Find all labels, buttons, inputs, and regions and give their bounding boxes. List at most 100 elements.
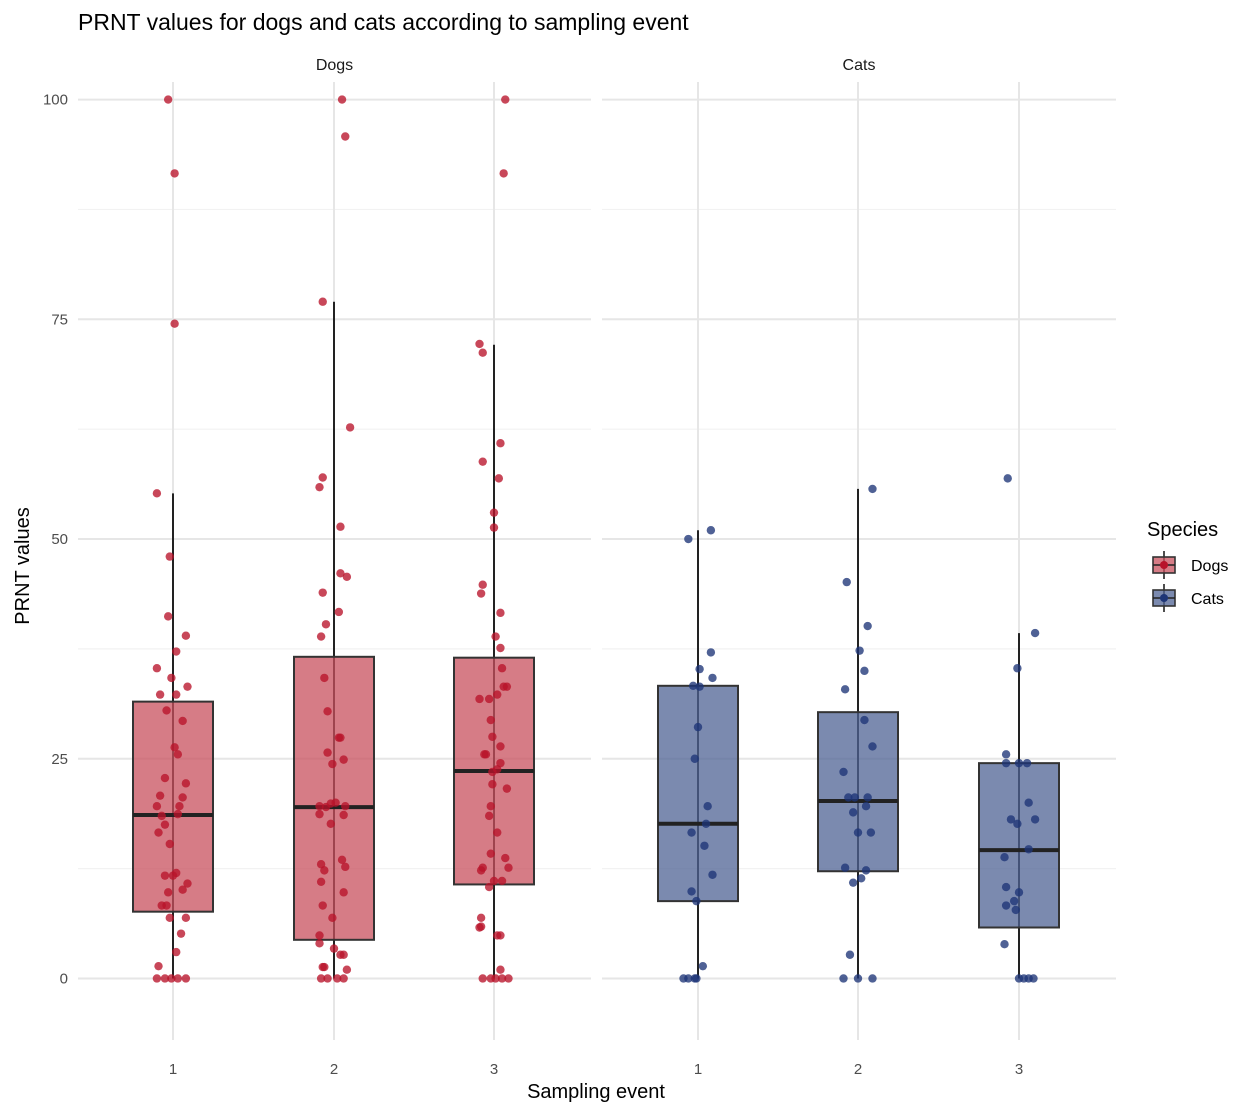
y-tick-label: 100 — [43, 92, 68, 109]
point-dogs-3 — [493, 828, 502, 837]
point-cats-1 — [695, 682, 704, 691]
legend-label-dogs: Dogs — [1191, 558, 1228, 575]
point-dogs-1 — [167, 673, 176, 683]
point-dogs-2 — [318, 588, 327, 597]
point-cats-2 — [863, 621, 872, 631]
point-dogs-1 — [165, 913, 174, 923]
point-cats-1 — [708, 673, 717, 683]
point-cats-3 — [1022, 758, 1032, 768]
point-dogs-2 — [339, 950, 348, 959]
point-dogs-1 — [160, 773, 170, 783]
point-cats-2 — [840, 685, 850, 694]
point-cats-1 — [692, 974, 701, 983]
point-dogs-2 — [337, 95, 347, 104]
point-cats-1 — [692, 896, 701, 906]
x-tick-label: 2 — [854, 1061, 862, 1078]
point-dogs-2 — [321, 620, 331, 629]
point-dogs-3 — [496, 742, 505, 751]
point-dogs-3 — [489, 523, 499, 532]
point-cats-1 — [698, 961, 708, 971]
point-dogs-2 — [318, 901, 327, 910]
point-dogs-3 — [491, 632, 500, 641]
point-dogs-3 — [478, 457, 487, 466]
facet-label-cats: Cats — [843, 57, 876, 74]
point-dogs-3 — [486, 802, 495, 811]
facet-label-dogs: Dogs — [316, 57, 353, 74]
point-cats-2 — [861, 802, 871, 811]
point-cats-1 — [688, 681, 698, 691]
point-dogs-2 — [315, 809, 324, 819]
point-cats-3 — [1001, 758, 1011, 768]
point-cats-2 — [861, 866, 871, 875]
point-cats-2 — [853, 828, 863, 837]
point-dogs-1 — [172, 947, 181, 957]
point-cats-2 — [868, 484, 877, 494]
point-dogs-2 — [320, 866, 329, 875]
point-cats-3 — [1024, 798, 1033, 807]
point-cats-3 — [1001, 901, 1011, 910]
point-dogs-1 — [173, 974, 183, 983]
point-dogs-3 — [484, 811, 494, 821]
point-dogs-3 — [484, 882, 494, 892]
point-cats-2 — [855, 646, 864, 655]
y-tick-label: 0 — [60, 970, 68, 987]
point-cats-2 — [844, 793, 853, 802]
point-cats-2 — [845, 950, 855, 959]
point-cats-2 — [860, 715, 869, 725]
point-dogs-2 — [318, 297, 327, 306]
point-dogs-2 — [316, 974, 326, 983]
data-points — [152, 95, 1040, 983]
point-dogs-3 — [504, 974, 513, 983]
point-dogs-3 — [491, 974, 500, 983]
box-dogs-1 — [132, 700, 214, 913]
point-dogs-2 — [345, 423, 355, 432]
point-dogs-2 — [315, 939, 324, 948]
point-dogs-1 — [170, 319, 179, 328]
point-cats-3 — [1006, 815, 1016, 824]
point-cats-3 — [1024, 845, 1033, 854]
x-tick-label: 2 — [330, 1061, 338, 1078]
point-cats-2 — [840, 863, 850, 872]
point-dogs-1 — [183, 682, 192, 691]
box-cats-3 — [978, 762, 1060, 929]
point-dogs-3 — [478, 348, 487, 357]
point-dogs-2 — [342, 572, 352, 582]
point-dogs-2 — [337, 855, 347, 865]
point-cats-1 — [703, 802, 712, 811]
point-dogs-2 — [328, 913, 337, 923]
point-dogs-3 — [501, 853, 510, 863]
point-dogs-1 — [163, 888, 173, 897]
point-cats-2 — [839, 974, 848, 983]
point-cats-1 — [687, 887, 696, 896]
point-dogs-1 — [163, 95, 173, 104]
point-dogs-3 — [475, 339, 484, 349]
point-cats-1 — [687, 828, 696, 837]
point-cats-2 — [848, 808, 858, 817]
point-dogs-3 — [481, 750, 491, 759]
point-dogs-1 — [173, 750, 183, 759]
point-dogs-2 — [316, 877, 326, 886]
box-dogs-2 — [293, 655, 375, 941]
point-cats-3 — [1011, 905, 1020, 915]
point-dogs-2 — [339, 755, 348, 764]
point-dogs-2 — [329, 944, 339, 953]
point-dogs-1 — [165, 839, 174, 849]
point-cats-1 — [700, 841, 709, 850]
point-cats-3 — [1003, 474, 1012, 483]
point-dogs-3 — [486, 715, 495, 725]
legend-items: Dogs Cats — [1152, 551, 1228, 612]
boxes — [132, 655, 1060, 941]
point-dogs-3 — [496, 608, 505, 618]
point-cats-1 — [690, 754, 699, 763]
point-dogs-1 — [152, 974, 162, 983]
point-cats-3 — [1001, 750, 1011, 759]
point-dogs-2 — [339, 888, 348, 897]
point-dogs-2 — [316, 860, 326, 869]
point-dogs-1 — [160, 974, 170, 983]
point-cats-3 — [1000, 852, 1009, 862]
point-dogs-2 — [341, 132, 350, 141]
point-dogs-1 — [168, 871, 178, 880]
point-dogs-3 — [478, 974, 487, 983]
point-dogs-2 — [323, 748, 332, 757]
